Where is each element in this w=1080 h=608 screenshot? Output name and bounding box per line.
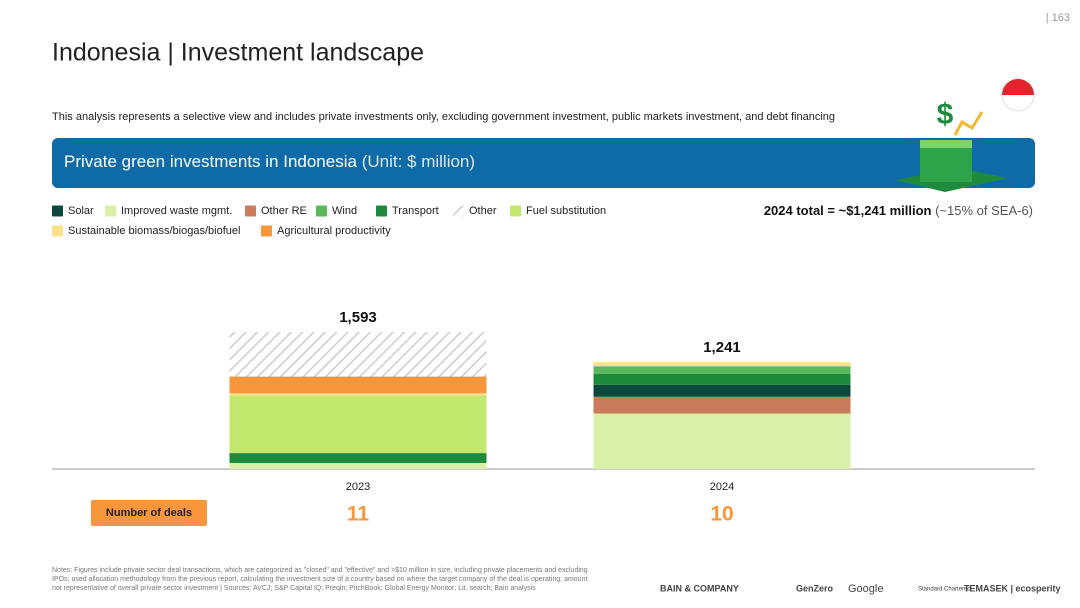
x-tick-label: 2023 (346, 481, 370, 493)
bar-segment (593, 373, 851, 385)
bar-segment (593, 413, 851, 469)
total-note-aside: (~15% of SEA-6) (935, 203, 1033, 218)
bar-segment (593, 384, 851, 397)
bar-segment (229, 453, 487, 463)
legend-label: Other (469, 205, 497, 217)
bar-segment (229, 332, 487, 377)
legend-swatch (453, 205, 464, 217)
total-note: 2024 total = ~$1,241 million (~15% of SE… (764, 203, 1033, 218)
legend-swatch (316, 205, 327, 217)
legend-swatch (52, 205, 63, 217)
total-label: 1,241 (703, 339, 741, 356)
legend-label: Solar (68, 205, 94, 217)
legend-swatch (510, 205, 521, 217)
logo: Google (848, 583, 883, 595)
legend-swatch (105, 205, 116, 217)
bar-segment (593, 362, 851, 367)
page-number: | 163 (1046, 12, 1070, 24)
banner-unit: (Unit: $ million) (362, 152, 475, 171)
legend-label: Other RE (261, 205, 307, 217)
note-line: Notes: Figures include private sector de… (52, 567, 588, 574)
legend-swatch (52, 225, 63, 237)
note-line: IPOs; used allocation methodology from t… (52, 576, 587, 583)
flag (1001, 78, 1035, 112)
legend-label: Improved waste mgmt. (121, 205, 232, 217)
legend-label: Sustainable biomass/biogas/biofuel (68, 225, 240, 237)
note-line: not representative of overall private se… (52, 585, 536, 592)
banner-title: Private green investments in Indonesia (64, 152, 357, 171)
svg-text:$: $ (937, 98, 954, 131)
deals-value: 10 (710, 503, 733, 526)
logos: BAIN & COMPANY GenZero Google Standard Char… (660, 583, 1061, 595)
legend-label: Fuel substitution (526, 205, 606, 217)
logo: GenZero (796, 583, 834, 593)
legend-label: Wind (332, 205, 357, 217)
legend-label: Transport (392, 205, 439, 217)
x-tick-label: 2024 (710, 481, 734, 493)
icon: $ (895, 98, 1008, 192)
deals-box (91, 500, 207, 526)
banner (52, 138, 1035, 188)
bar-segment (229, 376, 487, 394)
legend-swatch (245, 205, 256, 217)
bar-segment (229, 462, 487, 469)
title: Indonesia | Investment landscape (52, 39, 424, 67)
banner-text: Private green investments in Indonesia (… (64, 152, 475, 171)
legend-label: Agricultural productivity (277, 225, 391, 237)
logo: TEMASEK | ecosperity (964, 583, 1061, 593)
legend-swatch (376, 205, 387, 217)
notes: Notes: Figures include private sector de… (52, 567, 588, 592)
total-note-main: 2024 total = ~$1,241 million (764, 203, 932, 218)
bar-segment (593, 396, 851, 414)
legend-swatch (261, 225, 272, 237)
bar-segment (229, 395, 487, 454)
total-label: 1,593 (339, 309, 377, 326)
subtitle: This analysis represents a selective vie… (52, 111, 835, 123)
deals-label: Number of deals (106, 507, 192, 519)
bar-segment (593, 366, 851, 374)
logo: Standard Chartered (918, 587, 971, 593)
deals-value: 11 (347, 503, 370, 526)
bar-segment (229, 393, 487, 396)
logo: BAIN & COMPANY (660, 583, 739, 593)
